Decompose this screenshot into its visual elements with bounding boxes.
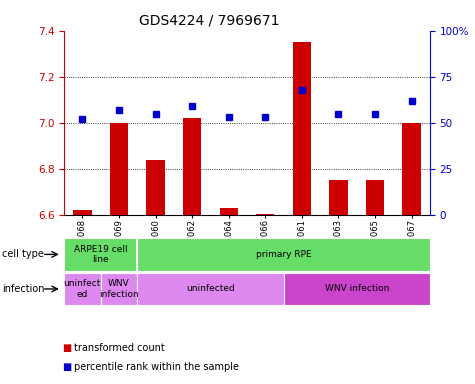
Text: cell type: cell type — [2, 249, 44, 260]
Bar — [137, 238, 430, 271]
Text: uninfected: uninfected — [186, 285, 235, 293]
Bar — [64, 273, 101, 305]
Text: infection: infection — [2, 284, 45, 294]
Bar — [402, 123, 421, 215]
Bar — [73, 210, 92, 215]
Text: uninfect
ed: uninfect ed — [64, 279, 101, 299]
Text: percentile rank within the sample: percentile rank within the sample — [74, 362, 238, 372]
Text: transformed count: transformed count — [74, 343, 164, 353]
Bar — [64, 238, 137, 271]
Text: WNV
infection: WNV infection — [99, 279, 139, 299]
Text: ■: ■ — [62, 343, 71, 353]
Text: ■: ■ — [62, 362, 71, 372]
Bar — [284, 273, 430, 305]
Bar — [256, 214, 275, 215]
Text: primary RPE: primary RPE — [256, 250, 312, 259]
Bar — [183, 118, 201, 215]
Bar — [146, 160, 165, 215]
Text: GDS4224 / 7969671: GDS4224 / 7969671 — [139, 13, 279, 27]
Bar — [137, 273, 284, 305]
Text: WNV infection: WNV infection — [324, 285, 389, 293]
Bar — [219, 208, 238, 215]
Bar — [110, 123, 128, 215]
Bar — [293, 42, 311, 215]
Bar — [101, 273, 137, 305]
Text: ARPE19 cell
line: ARPE19 cell line — [74, 245, 127, 264]
Bar — [329, 180, 348, 215]
Bar — [366, 180, 384, 215]
